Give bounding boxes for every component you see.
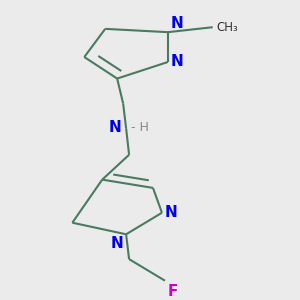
- Text: N: N: [109, 120, 121, 135]
- Text: N: N: [170, 16, 183, 31]
- Text: CH₃: CH₃: [216, 21, 238, 34]
- Text: N: N: [165, 205, 178, 220]
- Text: N: N: [171, 54, 184, 69]
- Text: F: F: [168, 284, 178, 299]
- Text: N: N: [111, 236, 124, 251]
- Text: - H: - H: [131, 121, 149, 134]
